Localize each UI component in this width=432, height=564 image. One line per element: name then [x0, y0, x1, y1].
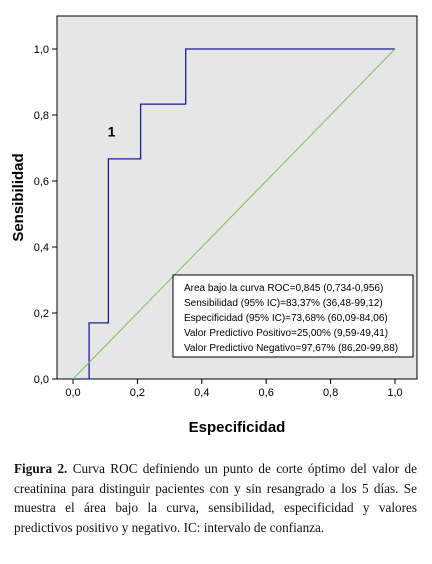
reference-diagonal-line [72, 48, 396, 380]
stats-line-sensitivity: Sensibilidad (95% IC)=83,37% (36,48-99,1… [184, 298, 383, 309]
y-axis-title: Sensibilidad [10, 153, 27, 241]
point-annotation-label: 1 [108, 123, 116, 139]
figure-label: Figura 2. [14, 461, 68, 476]
x-tick-label: 0,8 [323, 387, 338, 399]
x-axis-title: Especificidad [189, 419, 286, 436]
y-tick-label: 0,6 [34, 176, 49, 188]
stats-line-ppv: Valor Predictivo Positivo=25,00% (9,59-4… [184, 328, 388, 339]
x-tick-label: 1,0 [387, 387, 402, 399]
y-tick-label: 0,0 [34, 374, 49, 386]
y-tick-label: 1,0 [34, 44, 49, 56]
x-tick-label: 0,4 [194, 387, 209, 399]
x-axis-ticks: 0,0 0,2 0,4 0,6 0,8 1,0 [65, 379, 403, 399]
x-tick-label: 0,0 [65, 387, 80, 399]
y-tick-label: 0,2 [34, 308, 49, 320]
stats-line-auc: Area bajo la curva ROC=0,845 (0,734-0,95… [184, 283, 383, 294]
x-tick-label: 0,2 [130, 387, 145, 399]
stats-line-npv: Valor Predictivo Negativo=97,67% (86,20-… [184, 343, 398, 354]
figure-caption: Figura 2. Curva ROC definiendo un punto … [14, 459, 417, 537]
y-axis-ticks: 0,0 0,2 0,4 0,6 0,8 1,0 [34, 44, 57, 386]
y-tick-label: 0,4 [34, 242, 49, 254]
figure-caption-text: Curva ROC definiendo un punto de corte ó… [14, 461, 417, 535]
roc-chart: 0,00,20,40,60,81,0 0,0 0,2 0,4 0,6 0,8 1,0 1 … [10, 15, 418, 436]
x-tick-label: 0,6 [259, 387, 274, 399]
roc-curve-line [73, 48, 395, 380]
series-layer [72, 48, 396, 380]
y-tick-label: 0,8 [34, 110, 49, 122]
stats-legend-box: Area bajo la curva ROC=0,845 (0,734-0,95… [172, 274, 414, 358]
stats-line-specificity: Especificidad (95% IC)=73,68% (60,09-84,… [184, 313, 388, 324]
